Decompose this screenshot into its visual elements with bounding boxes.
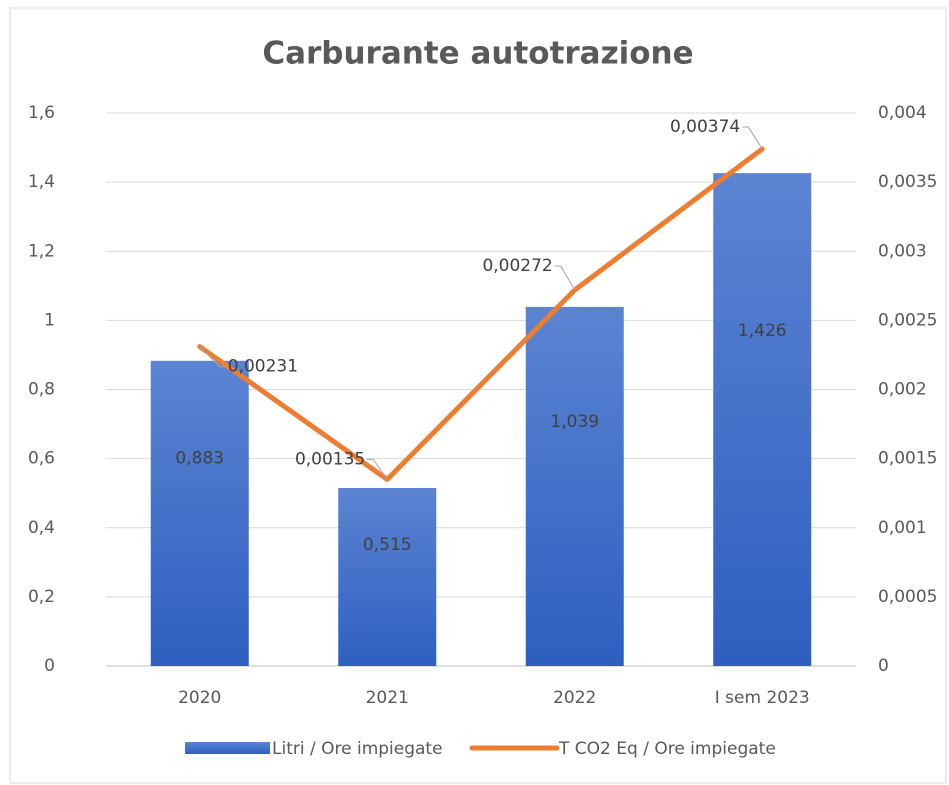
y2-tick-label: 0 [878, 656, 889, 676]
line [197, 146, 765, 482]
x-tick-label: I sem 2023 [715, 688, 810, 708]
line-value-label: 0,00231 [228, 357, 298, 377]
x-tick-label: 2021 [366, 688, 409, 708]
bar [338, 488, 437, 666]
y-tick-label: 1 [44, 310, 55, 330]
legend-label: Litri / Ore impiegate [272, 739, 443, 759]
y-tick-label: 1,2 [28, 241, 55, 261]
legend-label: T CO2 Eq / Ore impiegate [558, 739, 776, 759]
leader-line [367, 458, 388, 480]
y2-tick-label: 0,004 [878, 103, 927, 123]
y-tick-label: 0,6 [28, 449, 55, 469]
line-value-label: 0,00135 [295, 449, 365, 469]
bar [150, 360, 249, 666]
line-value-label: 0,00272 [482, 256, 552, 276]
line-value-label: 0,00374 [670, 117, 740, 137]
y-tick-label: 1,6 [28, 103, 55, 123]
y2-tick-label: 0,003 [878, 241, 927, 261]
x-tick-label: 2022 [553, 688, 596, 708]
y2-tick-label: 0,0015 [878, 449, 937, 469]
y2-tick-label: 0,001 [878, 518, 927, 538]
y-tick-label: 0,2 [28, 587, 55, 607]
bar-value-label: 0,515 [363, 535, 412, 555]
y-tick-label: 0 [44, 656, 55, 676]
y-tick-label: 0,4 [28, 518, 55, 538]
leader-line [742, 126, 763, 150]
bar [713, 173, 812, 667]
bar-value-label: 1,039 [550, 412, 599, 432]
legend-swatch [185, 742, 270, 754]
bar [525, 306, 624, 666]
y2-tick-label: 0,002 [878, 380, 927, 400]
chart-title: Carburante autotrazione [262, 36, 693, 72]
leader-line [554, 265, 576, 291]
bar-value-label: 1,426 [738, 321, 787, 341]
y-tick-label: 1,4 [28, 172, 55, 192]
y2-tick-label: 0,0005 [878, 587, 937, 607]
leader-line [199, 346, 226, 368]
bar-value-label: 0,883 [175, 448, 224, 468]
x-tick-label: 2020 [178, 688, 221, 708]
y2-tick-label: 0,0035 [878, 172, 937, 192]
y2-tick-label: 0,0025 [878, 310, 937, 330]
y-tick-label: 0,8 [28, 380, 55, 400]
